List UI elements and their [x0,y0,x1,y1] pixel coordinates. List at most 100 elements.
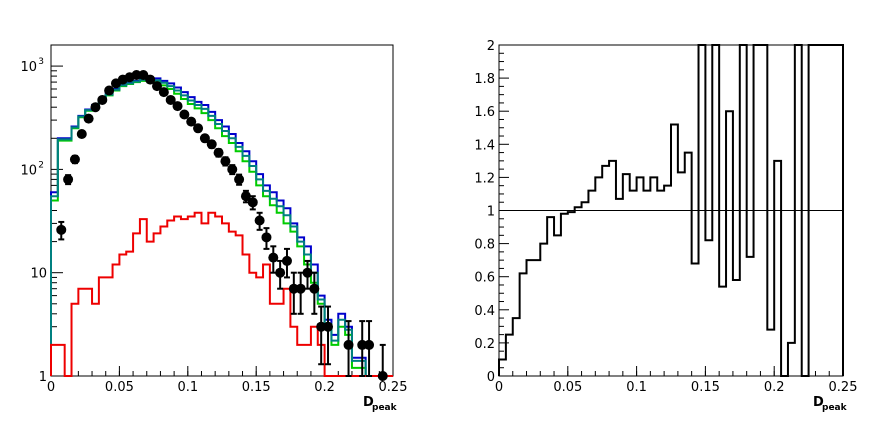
data-point [343,320,354,377]
data-marker [152,81,163,92]
y-tick-label: 0.2 [474,337,495,352]
x-tick-label: 0 [47,380,55,395]
data-marker [186,116,197,127]
data-marker [104,85,115,96]
data-point [234,173,245,186]
data-marker [179,109,190,120]
data-marker [83,113,94,124]
y-tick-label: 0.6 [474,271,495,286]
data-point [295,271,306,315]
x-axis-label: D [813,395,824,410]
data-point [281,247,292,279]
data-marker [254,215,265,226]
y-tick-label: 0.4 [474,304,495,319]
data-marker [206,139,217,150]
data-marker [199,133,210,144]
data-point [158,87,169,98]
x-tick-label: 0.2 [314,380,335,395]
data-marker [323,321,334,332]
data-marker [275,267,286,278]
series-0-step-line [498,44,844,377]
y-tick-exponent: 2 [38,160,44,170]
data-point [104,85,115,96]
data-marker [158,87,169,98]
x-tick-label: 0.05 [553,380,582,395]
data-marker [364,339,375,350]
data-point [152,81,163,92]
data-point [90,102,101,113]
data-marker [240,191,251,202]
data-point [206,139,217,150]
data-marker [172,101,183,112]
data-marker [69,154,80,165]
y-tick-label: 1 [487,205,495,220]
data-point [323,305,334,366]
data-point [227,164,238,176]
data-point [56,220,67,241]
data-marker [193,123,204,134]
series-2-step-line [50,78,393,377]
data-marker [220,156,231,167]
data-marker [165,94,176,105]
x-tick-label: 0.2 [764,380,785,395]
data-marker [302,267,313,278]
data-point [193,123,204,134]
data-point [131,69,142,80]
data-point [69,154,80,165]
data-point [261,227,272,250]
x-tick-label: 0.25 [829,380,858,395]
y-tick-label: 1.2 [474,171,495,186]
data-marker [295,283,306,294]
data-point [145,74,156,85]
data-marker [97,94,108,105]
y-tick-label: 10 [20,60,37,75]
data-marker [268,252,279,263]
data-point [302,259,313,290]
data-point [220,156,231,167]
data-marker [377,371,388,381]
data-point [186,116,197,127]
x-axis-label-subscript: peak [372,403,398,413]
data-point [76,129,87,140]
y-tick-label: 2 [487,39,495,54]
data-marker [281,255,292,266]
data-point [377,343,388,381]
x-tick-label: 0.1 [626,380,647,395]
data-point [275,259,286,290]
data-point [213,147,224,158]
data-marker [316,321,327,332]
x-tick-label: 0 [495,380,503,395]
x-tick-label: 0.25 [379,380,408,395]
data-marker [131,69,142,80]
series-3-step-line [50,211,393,377]
data-point [247,195,258,211]
data-marker [227,164,238,175]
data-point [199,133,210,144]
y-tick-label: 1 [39,370,47,385]
data-marker [63,174,74,185]
data-marker [357,339,368,350]
data-point [309,271,320,315]
data-point [63,174,74,186]
data-marker [213,147,224,158]
data-marker [261,232,272,243]
data-point [254,211,265,231]
x-tick-label: 0.15 [691,380,720,395]
data-marker [90,102,101,113]
data-point [97,94,108,105]
data-point [268,245,279,274]
data-marker [145,74,156,85]
x-tick-label: 0.05 [105,380,134,395]
data-marker [343,339,354,350]
data-point [83,113,94,124]
data-marker [76,129,87,140]
data-point [240,189,251,204]
data-point [357,320,368,377]
data-point [316,305,327,366]
y-tick-exponent: 3 [38,57,44,67]
data-marker [288,283,299,294]
data-marker [309,283,320,294]
x-axis-label: D [363,395,374,410]
x-axis-label-subscript: peak [822,403,848,413]
